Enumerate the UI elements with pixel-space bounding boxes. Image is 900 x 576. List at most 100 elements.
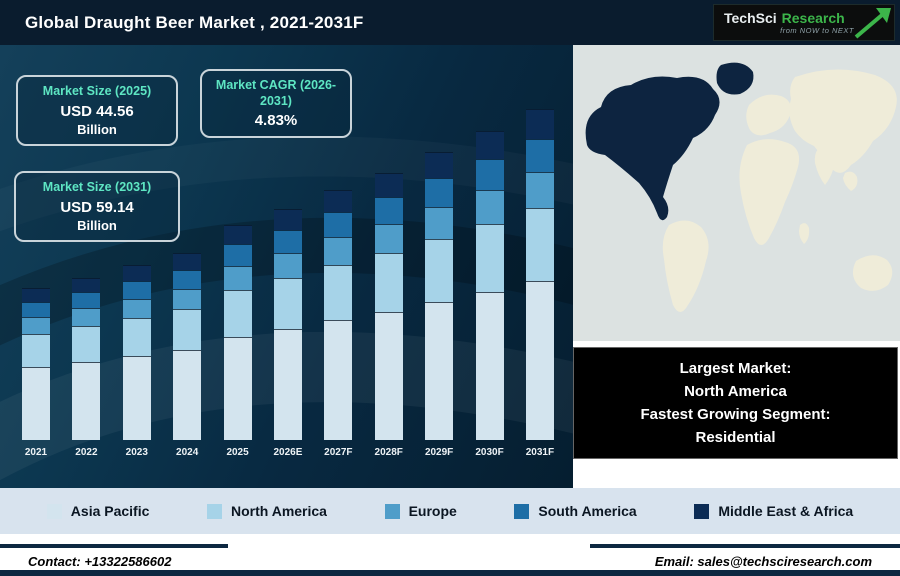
bar-stack-2031F (525, 109, 554, 440)
map-asia (789, 69, 897, 173)
bottom-accent-strip (0, 570, 900, 576)
segment-europe (273, 253, 302, 278)
legend-item-north-america: North America (207, 503, 327, 519)
segment-north-america (173, 309, 202, 350)
legend-swatch (384, 503, 400, 519)
market-size-2031-unit: Billion (77, 217, 117, 233)
segment-middle-east-africa (425, 152, 454, 178)
segment-europe (425, 207, 454, 239)
segment-middle-east-africa (525, 109, 554, 139)
callout-line-3: Fastest Growing Segment: (640, 406, 831, 423)
segment-asia-pacific (324, 320, 353, 440)
footer-divider-right (590, 544, 900, 548)
map-india (814, 147, 835, 185)
bar-2028F: 2028F (366, 173, 412, 458)
bar-stack-2022 (72, 278, 101, 440)
bar-2022: 2022 (63, 278, 109, 458)
market-size-2031-label: Market Size (2031) (42, 180, 152, 194)
legend-item-south-america: South America (514, 503, 637, 519)
legend-label: South America (538, 503, 637, 519)
market-size-2031-value: USD 59.14 (60, 198, 134, 216)
segment-south-america (475, 159, 504, 190)
map-north-america-highlight (585, 76, 720, 221)
segment-middle-east-africa (72, 278, 101, 292)
market-size-2031-box: Market Size (2031) USD 59.14 Billion (14, 171, 180, 242)
bar-2021: 2021 (13, 288, 59, 458)
market-cagr-box: Market CAGR (2026-2031) 4.83% (200, 69, 352, 139)
legend-swatch (694, 503, 710, 519)
bar-stack-2030F (475, 131, 504, 440)
x-axis-tick-2031F: 2031F (525, 447, 555, 458)
segment-asia-pacific (374, 312, 403, 440)
segment-south-america (374, 197, 403, 224)
segment-europe (72, 308, 101, 326)
largest-market-callout: Largest Market: North America Fastest Gr… (573, 347, 898, 459)
bar-stack-2027F (324, 190, 353, 440)
segment-europe (374, 224, 403, 253)
segment-asia-pacific (223, 337, 252, 440)
chart-panel: Market Size (2025) USD 44.56 Billion Mar… (0, 45, 573, 488)
segment-asia-pacific (173, 350, 202, 440)
segment-asia-pacific (475, 292, 504, 440)
legend-swatch (514, 503, 530, 519)
segment-europe (525, 172, 554, 208)
segment-south-america (72, 292, 101, 308)
x-axis-tick-2026E: 2026E (273, 447, 303, 458)
segment-south-america (22, 302, 50, 317)
segment-south-america (273, 230, 302, 253)
bar-2024: 2024 (164, 253, 210, 458)
market-size-2025-value: USD 44.56 (60, 102, 134, 120)
market-size-2025-label: Market Size (2025) (42, 84, 152, 98)
segment-north-america (525, 208, 554, 281)
segment-north-america (223, 290, 252, 337)
bar-2027F: 2027F (315, 190, 361, 458)
segment-north-america (324, 265, 353, 320)
stacked-bar-chart: 2021 2022 2023 2024 2025 2026E 2027F 2028F 2029F… (13, 109, 563, 458)
segment-north-america (475, 224, 504, 292)
map-southeast-asia (843, 171, 858, 191)
market-cagr-value: 4.83% (254, 112, 298, 130)
bar-2023: 2023 (114, 265, 160, 458)
market-cagr-label: Market CAGR (2026-2031) (215, 78, 337, 108)
logo-brand-primary: TechSci (724, 10, 777, 26)
segment-asia-pacific (72, 362, 101, 440)
segment-europe (22, 317, 50, 334)
bar-stack-2025 (223, 225, 252, 440)
x-axis-tick-2022: 2022 (75, 447, 98, 458)
callout-line-2: North America (684, 382, 787, 400)
bar-stack-2029F (425, 152, 454, 440)
x-axis-tick-2027F: 2027F (324, 447, 353, 458)
header: Global Draught Beer Market , 2021-2031F … (0, 0, 900, 45)
segment-middle-east-africa (324, 190, 353, 212)
legend-label: Europe (408, 503, 457, 519)
x-axis-tick-2025: 2025 (226, 447, 249, 458)
segment-middle-east-africa (273, 209, 302, 230)
segment-europe (223, 266, 252, 290)
segment-north-america (374, 253, 403, 312)
segment-asia-pacific (122, 356, 151, 440)
legend-label: Asia Pacific (70, 503, 150, 519)
legend-swatch (46, 503, 62, 519)
segment-asia-pacific (22, 367, 50, 440)
segment-europe (324, 237, 353, 265)
segment-europe (173, 289, 202, 309)
segment-middle-east-africa (122, 265, 151, 281)
segment-south-america (425, 178, 454, 207)
logo-arrow-icon (854, 8, 891, 39)
segment-north-america (72, 326, 101, 362)
footer-divider-left (0, 544, 228, 548)
segment-middle-east-africa (475, 131, 504, 159)
x-axis-tick-2028F: 2028F (374, 447, 403, 458)
segment-middle-east-africa (374, 173, 403, 197)
legend-item-europe: Europe (384, 503, 457, 519)
segment-south-america (122, 281, 151, 299)
chart-legend: Asia Pacific North America Europe South Ame… (0, 488, 900, 534)
page-title: Global Draught Beer Market , 2021-2031F (25, 12, 364, 32)
x-axis-tick-2023: 2023 (125, 447, 148, 458)
legend-item-asia-pacific: Asia Pacific (46, 503, 150, 519)
segment-south-america (223, 244, 252, 266)
bar-stack-2028F (374, 173, 403, 440)
legend-label: North America (231, 503, 327, 519)
segment-asia-pacific (525, 281, 554, 440)
bar-stack-2026E (273, 209, 302, 440)
